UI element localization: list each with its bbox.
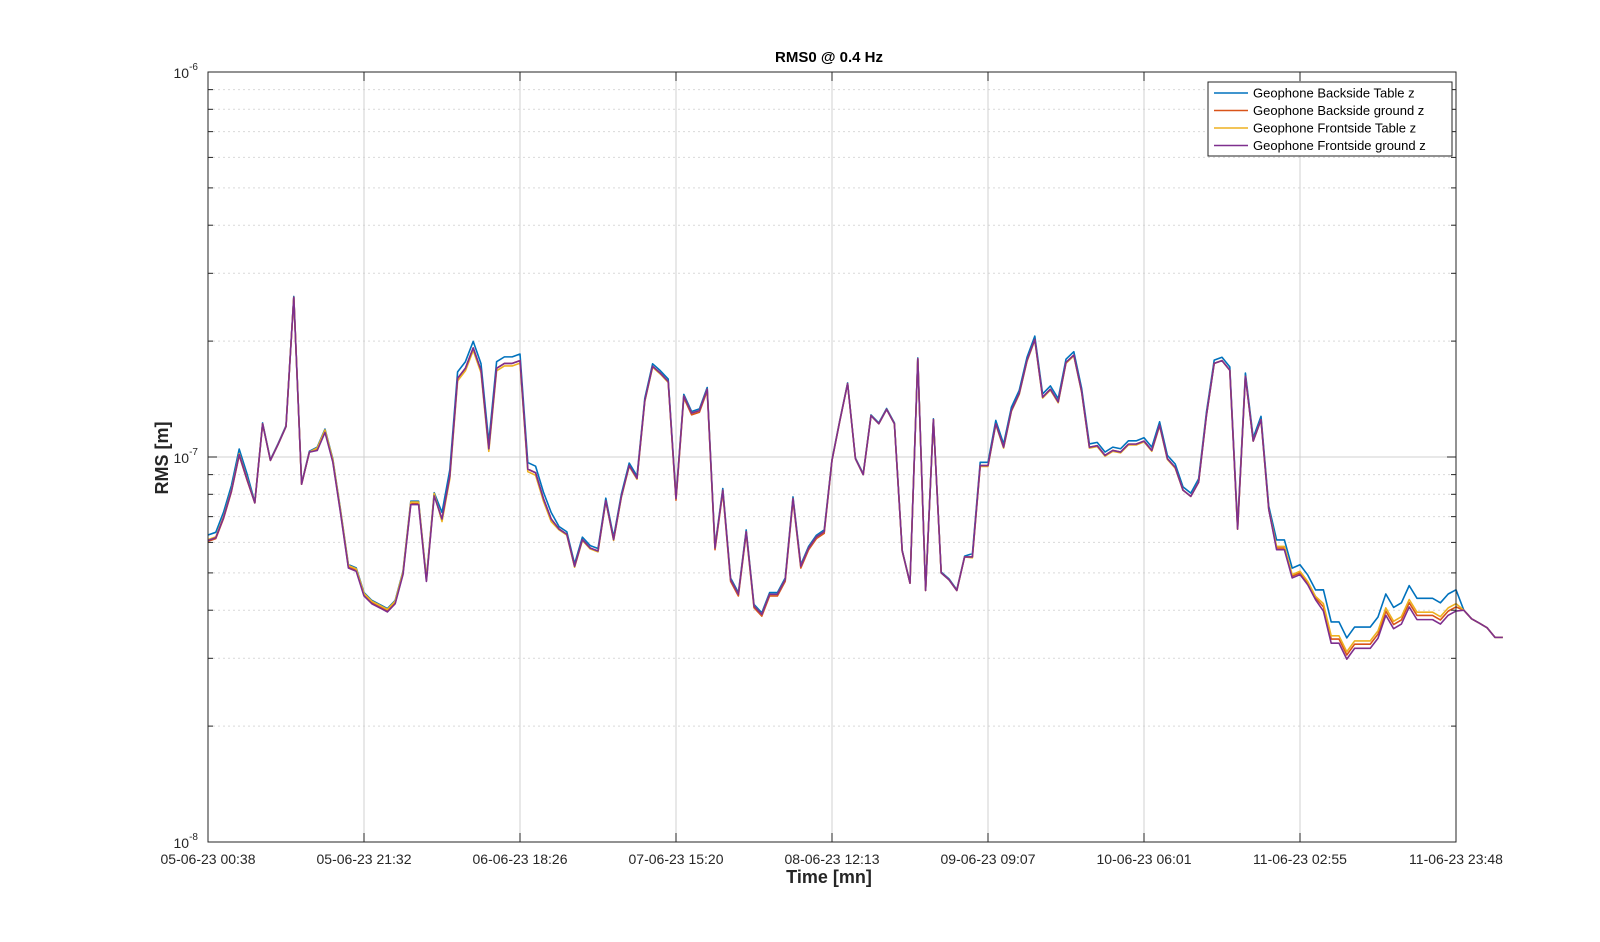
- legend-box: [1207, 81, 1453, 157]
- series-layer: [207, 295, 1503, 660]
- x-tick-label: 10-06-23 06:01: [1097, 851, 1192, 867]
- legend-entry-label: Geophone Backside Table z: [1253, 86, 1415, 101]
- y-axis-title: RMS [m]: [152, 422, 172, 495]
- legend-entry-label: Geophone Frontside ground z: [1253, 138, 1426, 153]
- legend: Geophone Backside Table z Geophone Backsi…: [1207, 81, 1453, 157]
- x-tick-label: 05-06-23 21:32: [317, 851, 412, 867]
- x-tick-label: 07-06-23 15:20: [629, 851, 724, 867]
- series-line-geophone-frontside-ground-z: [207, 296, 1503, 660]
- legend-entry-label: Geophone Frontside Table z: [1253, 121, 1416, 136]
- x-tick-label: 06-06-23 18:26: [473, 851, 568, 867]
- x-tick-label: 09-06-23 09:07: [941, 851, 1036, 867]
- tick-labels: 10-810-710-605-06-23 00:38 05-06-23 21:32…: [161, 62, 1504, 867]
- x-tick-label: 05-06-23 00:38: [161, 851, 256, 867]
- x-tick-label: 08-06-23 12:13: [785, 851, 880, 867]
- chart-title: RMS0 @ 0.4 Hz: [775, 49, 883, 66]
- x-tick-label: 11-06-23 23:48: [1409, 851, 1503, 867]
- legend-entry-label: Geophone Backside ground z: [1253, 103, 1424, 118]
- axis-ticks: [207, 71, 1457, 843]
- x-axis-title: Time [mn]: [786, 867, 872, 887]
- x-tick-label: 11-06-23 02:55: [1253, 851, 1347, 867]
